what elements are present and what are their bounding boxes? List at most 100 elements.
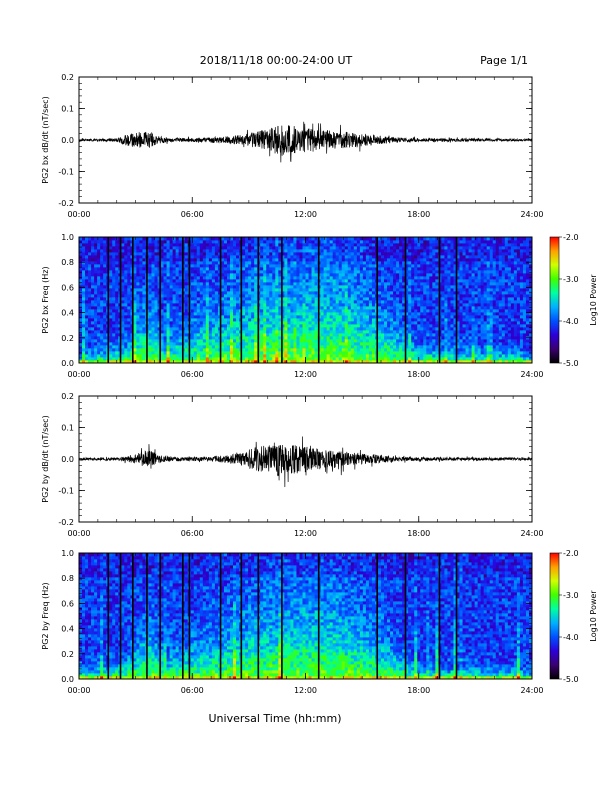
spectrogram-cell: [420, 339, 424, 343]
spectrogram-cell: [233, 240, 237, 244]
spectrogram-cell: [103, 252, 107, 256]
spectrogram-cell: [263, 360, 267, 364]
spectrogram-cell: [353, 291, 358, 295]
spectrogram-cell: [402, 360, 406, 364]
spectrogram-cell: [266, 333, 270, 337]
spectrogram-cell: [393, 327, 397, 331]
spectrogram-cell: [184, 240, 189, 244]
spectrogram-cell: [329, 270, 334, 274]
spectrogram-cell: [329, 351, 334, 355]
spectrogram-cell: [184, 321, 189, 325]
spectrogram-cell: [127, 261, 131, 265]
spectrogram-cell: [163, 255, 167, 259]
spectrogram-cell: [248, 240, 252, 244]
spectrogram-cell: [341, 297, 346, 301]
spectrogram-cell: [329, 264, 334, 268]
spectrogram-cell: [381, 345, 385, 349]
spectrogram-cell: [347, 348, 352, 352]
spectrogram-cell: [136, 267, 140, 271]
spectrogram-cell: [100, 321, 104, 325]
spectrogram-cell: [414, 321, 418, 325]
spectrogram-cell: [142, 291, 146, 295]
spectrogram-cell: [184, 315, 189, 319]
spectrogram-cell: [314, 261, 318, 265]
spectrogram-cell: [127, 300, 131, 304]
spectrogram-cell: [417, 276, 421, 280]
spectrogram-cell: [272, 321, 276, 325]
spectrogram-cell: [281, 357, 285, 361]
spectrogram-cell: [417, 249, 421, 253]
spectrogram-cell: [381, 330, 385, 334]
spectrogram-cell: [350, 264, 355, 268]
spectrogram-cell: [347, 306, 352, 310]
spectrogram-cell: [290, 264, 294, 268]
spectrogram-cell: [139, 255, 143, 259]
spectrogram-cell: [426, 273, 430, 277]
spectrogram-cell: [223, 351, 228, 355]
spectrogram-cell: [226, 330, 231, 334]
spectrogram-cell: [220, 324, 225, 328]
spectrogram-cell: [399, 309, 403, 313]
spectrogram-cell: [278, 330, 282, 334]
spectrogram-cell: [133, 315, 137, 319]
spectrogram-cell: [365, 261, 370, 265]
spectrogram-cell: [338, 237, 343, 241]
spectrogram-cell: [208, 333, 213, 337]
spectrogram-cell: [151, 306, 155, 310]
spectrogram-cell: [356, 306, 361, 310]
spectrogram-cell: [94, 333, 98, 337]
spectrogram-cell: [172, 252, 177, 256]
spectrogram-cell: [390, 321, 394, 325]
spectrogram-cell: [326, 297, 331, 301]
spectrogram-cell: [148, 264, 152, 268]
spectrogram-cell: [287, 318, 291, 322]
spectrogram-cell: [196, 309, 201, 313]
spectrogram-cell: [326, 348, 331, 352]
spectrogram-cell: [245, 312, 249, 316]
spectrogram-cell: [124, 291, 128, 295]
spectrogram-cell: [377, 330, 382, 334]
spectrogram-cell: [356, 345, 361, 349]
spectrogram-cell: [417, 291, 421, 295]
spectrogram-cell: [178, 330, 183, 334]
spectrogram-cell: [184, 336, 189, 340]
spectrogram-cell: [205, 327, 210, 331]
spectrogram-cell: [157, 309, 161, 313]
spectrogram-cell: [396, 273, 400, 277]
spectrogram-cell: [290, 267, 294, 271]
spectrogram-cell: [272, 342, 276, 346]
spectrogram-cell: [260, 270, 264, 274]
spectrogram-cell: [133, 351, 137, 355]
spectrogram-cell: [320, 237, 325, 241]
spectrogram-cell: [242, 282, 246, 286]
spectrogram-cell: [365, 270, 370, 274]
spectrogram-cell: [405, 249, 409, 253]
spectrogram-cell: [299, 252, 303, 256]
spectrogram-cell: [109, 264, 113, 268]
spectrogram-cell: [248, 267, 252, 271]
spectrogram-cell: [91, 282, 95, 286]
spectrogram-cell: [121, 270, 125, 274]
spectrogram-cell: [411, 270, 415, 274]
spectrogram-cell: [166, 330, 170, 334]
spectrogram-cell: [368, 351, 373, 355]
spectrogram-cell: [133, 297, 137, 301]
spectrogram-cell: [248, 303, 252, 307]
spectrogram-cell: [196, 312, 201, 316]
spectrogram-cell: [157, 330, 161, 334]
spectrogram-cell: [211, 267, 216, 271]
spectrogram-cell: [184, 342, 189, 346]
spectrogram-cell: [423, 360, 427, 364]
spectrogram-cell: [381, 270, 385, 274]
spectrogram-cell: [359, 243, 364, 247]
spectrogram-cell: [371, 252, 376, 256]
spectrogram-cell: [362, 318, 367, 322]
spectrogram-cell: [350, 327, 355, 331]
spectrogram-cell: [405, 291, 409, 295]
spectrogram-cell: [344, 246, 349, 250]
spectrogram-cell: [275, 297, 279, 301]
spectrogram-cell: [88, 291, 92, 295]
spectrogram-cell: [269, 333, 273, 337]
spectrogram-cell: [223, 360, 228, 364]
spectrogram-cell: [368, 315, 373, 319]
